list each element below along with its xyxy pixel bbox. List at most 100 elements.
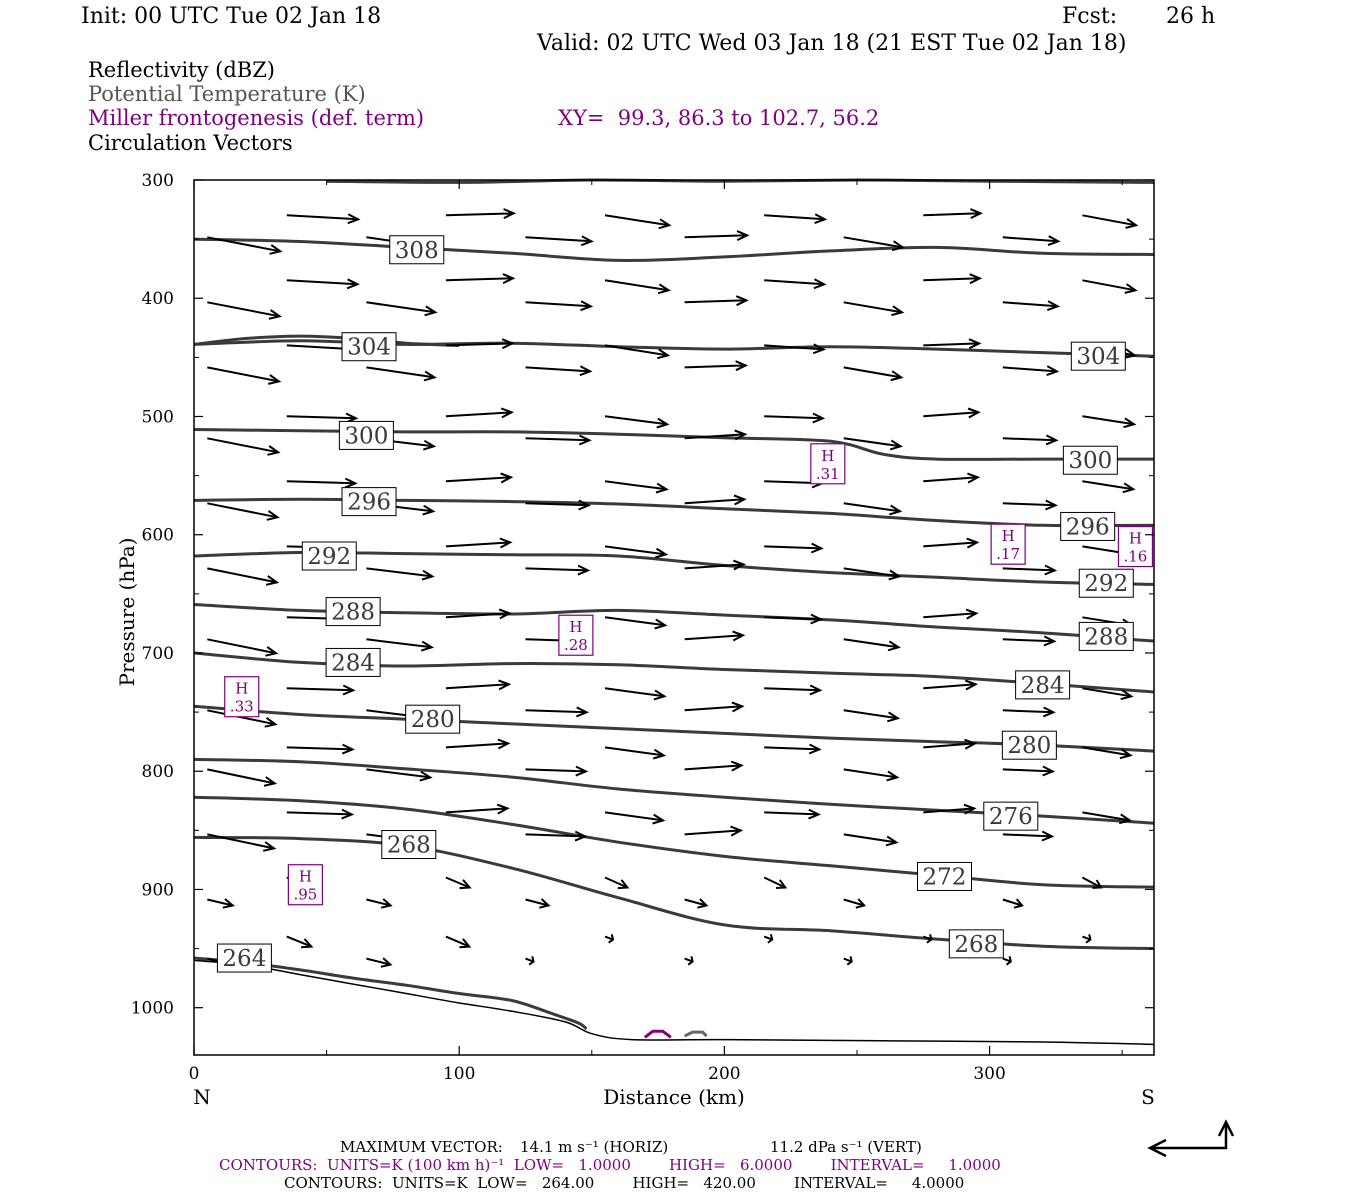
circulation-vector	[207, 502, 280, 521]
y-tick-label-900: 900	[142, 880, 174, 900]
x-tick-label-200: 200	[708, 1064, 740, 1084]
circulation-vector	[843, 567, 902, 581]
circulation-vector	[525, 706, 590, 718]
circulation-vector	[525, 434, 592, 446]
contour-label-box	[1070, 341, 1126, 371]
contour-label-292: 292	[307, 544, 351, 570]
frontogenesis-max-letter: H	[821, 447, 834, 465]
circulation-vector	[764, 542, 824, 554]
circulation-vector	[764, 743, 822, 755]
circulation-vector	[684, 295, 749, 307]
circulation-vector	[923, 738, 978, 750]
circulation-vector	[923, 273, 983, 285]
circulation-vector	[1002, 300, 1061, 312]
circulation-vector	[445, 935, 472, 949]
circulation-vector	[445, 679, 512, 691]
circulation-vector	[764, 613, 824, 625]
contour-label-292: 292	[1084, 571, 1128, 597]
contour-label-box	[325, 647, 381, 677]
circulation-vector	[1002, 706, 1056, 718]
circulation-vector	[843, 768, 900, 782]
forecast-hour: 26 h	[1166, 4, 1216, 29]
circulation-vector	[445, 876, 472, 890]
circulation-vector	[1082, 415, 1137, 429]
circulation-vector	[684, 825, 744, 837]
theta-contour-280	[193, 704, 1155, 753]
circulation-vector	[525, 956, 535, 966]
frontogenesis-max-box	[224, 676, 260, 718]
theta-contour-264	[193, 956, 588, 1031]
circulation-vector	[604, 480, 669, 494]
reflectivity-small-contour	[683, 1030, 708, 1038]
circulation-vector	[923, 338, 982, 350]
circulation-vector	[843, 301, 905, 317]
circulation-vector	[525, 300, 594, 312]
circulation-vector	[286, 743, 355, 755]
circulation-vector	[207, 301, 283, 320]
forecast-label: Fcst:	[1062, 4, 1118, 29]
circulation-vector	[684, 701, 745, 713]
y-axis-label: Pressure (hPa)	[115, 538, 139, 687]
contour-labels: 308 304 304 300 300 296 296 292 292 288 288 284 284 2…	[216, 235, 1134, 973]
circulation-vector	[684, 898, 709, 909]
circulation-vector	[1002, 765, 1056, 777]
frontogenesis-maxima: H.31H.17H.16H.28H.33H.95	[224, 443, 1154, 906]
circulation-vector	[207, 567, 280, 586]
circulation-vector	[604, 687, 667, 701]
circulation-vector	[525, 365, 593, 377]
x-axis-end-label: S	[1141, 1085, 1155, 1109]
circulation-vector	[445, 537, 513, 549]
theta-contour-304	[193, 334, 460, 347]
circulation-vector	[525, 499, 592, 511]
theta-contour-info: CONTOURS: UNITS=K LOW= 264.00 HIGH= 420.…	[284, 1174, 965, 1192]
circulation-vector	[286, 477, 358, 489]
frontogenesis-contour-info: CONTOURS: UNITS=K (100 km h)⁻¹ LOW= 1.00…	[219, 1156, 1001, 1174]
terrain	[193, 959, 1155, 1046]
circulation-vector	[1002, 830, 1055, 842]
circulation-vector	[843, 833, 899, 847]
circulation-vector	[843, 437, 904, 451]
contour-label-280: 280	[411, 707, 455, 733]
circulation-vector	[1002, 635, 1057, 647]
theta-contour-268	[193, 835, 1155, 951]
frontogenesis-max-box	[810, 443, 846, 485]
circulation-vector	[604, 746, 667, 760]
circulation-vector	[764, 808, 822, 820]
y-tick-label-1000: 1000	[131, 999, 174, 1019]
legend-reflectivity: Reflectivity (dBZ)	[88, 58, 276, 82]
frontogenesis-max-box	[558, 614, 594, 656]
circulation-vector	[922, 934, 933, 944]
circulation-vector	[445, 407, 515, 419]
circulation-vector	[366, 898, 393, 909]
circulation-vector	[445, 608, 512, 620]
contour-label-box	[1060, 511, 1116, 541]
circulation-vector	[525, 235, 594, 247]
y-tick-label-600: 600	[142, 526, 174, 546]
circulation-vector	[445, 803, 510, 815]
contour-label-box	[1015, 670, 1071, 700]
circulation-vector	[207, 366, 282, 385]
contour-label-280: 280	[1007, 733, 1051, 759]
circulation-vector	[207, 236, 283, 255]
contour-label-box	[1078, 621, 1134, 651]
circulation-vector	[604, 811, 666, 825]
circulation-vector	[684, 956, 694, 966]
x-axis-label: Distance (km)	[603, 1085, 745, 1109]
theta-contour-unlabeled	[193, 795, 1155, 889]
frontogenesis-max-value: .95	[293, 886, 317, 904]
frontogenesis-max-box	[287, 864, 323, 906]
circulation-vector	[604, 415, 670, 429]
circulation-vector	[1002, 365, 1060, 377]
legend-potential-temperature: Potential Temperature (K)	[88, 82, 366, 106]
circulation-vector	[445, 273, 516, 284]
circulation-vector	[843, 366, 904, 382]
circulation-vector	[1002, 235, 1061, 247]
contour-label-box	[948, 929, 1004, 959]
init-time: Init: 00 UTC Tue 02 Jan 18	[81, 4, 382, 29]
circulation-vector	[1082, 934, 1092, 944]
contour-label-304: 304	[347, 335, 391, 361]
contour-label-box	[389, 235, 445, 265]
circulation-vector	[923, 679, 979, 691]
circulation-vector	[445, 338, 515, 350]
valid-time: Valid: 02 UTC Wed 03 Jan 18 (21 EST Tue …	[537, 31, 1127, 56]
